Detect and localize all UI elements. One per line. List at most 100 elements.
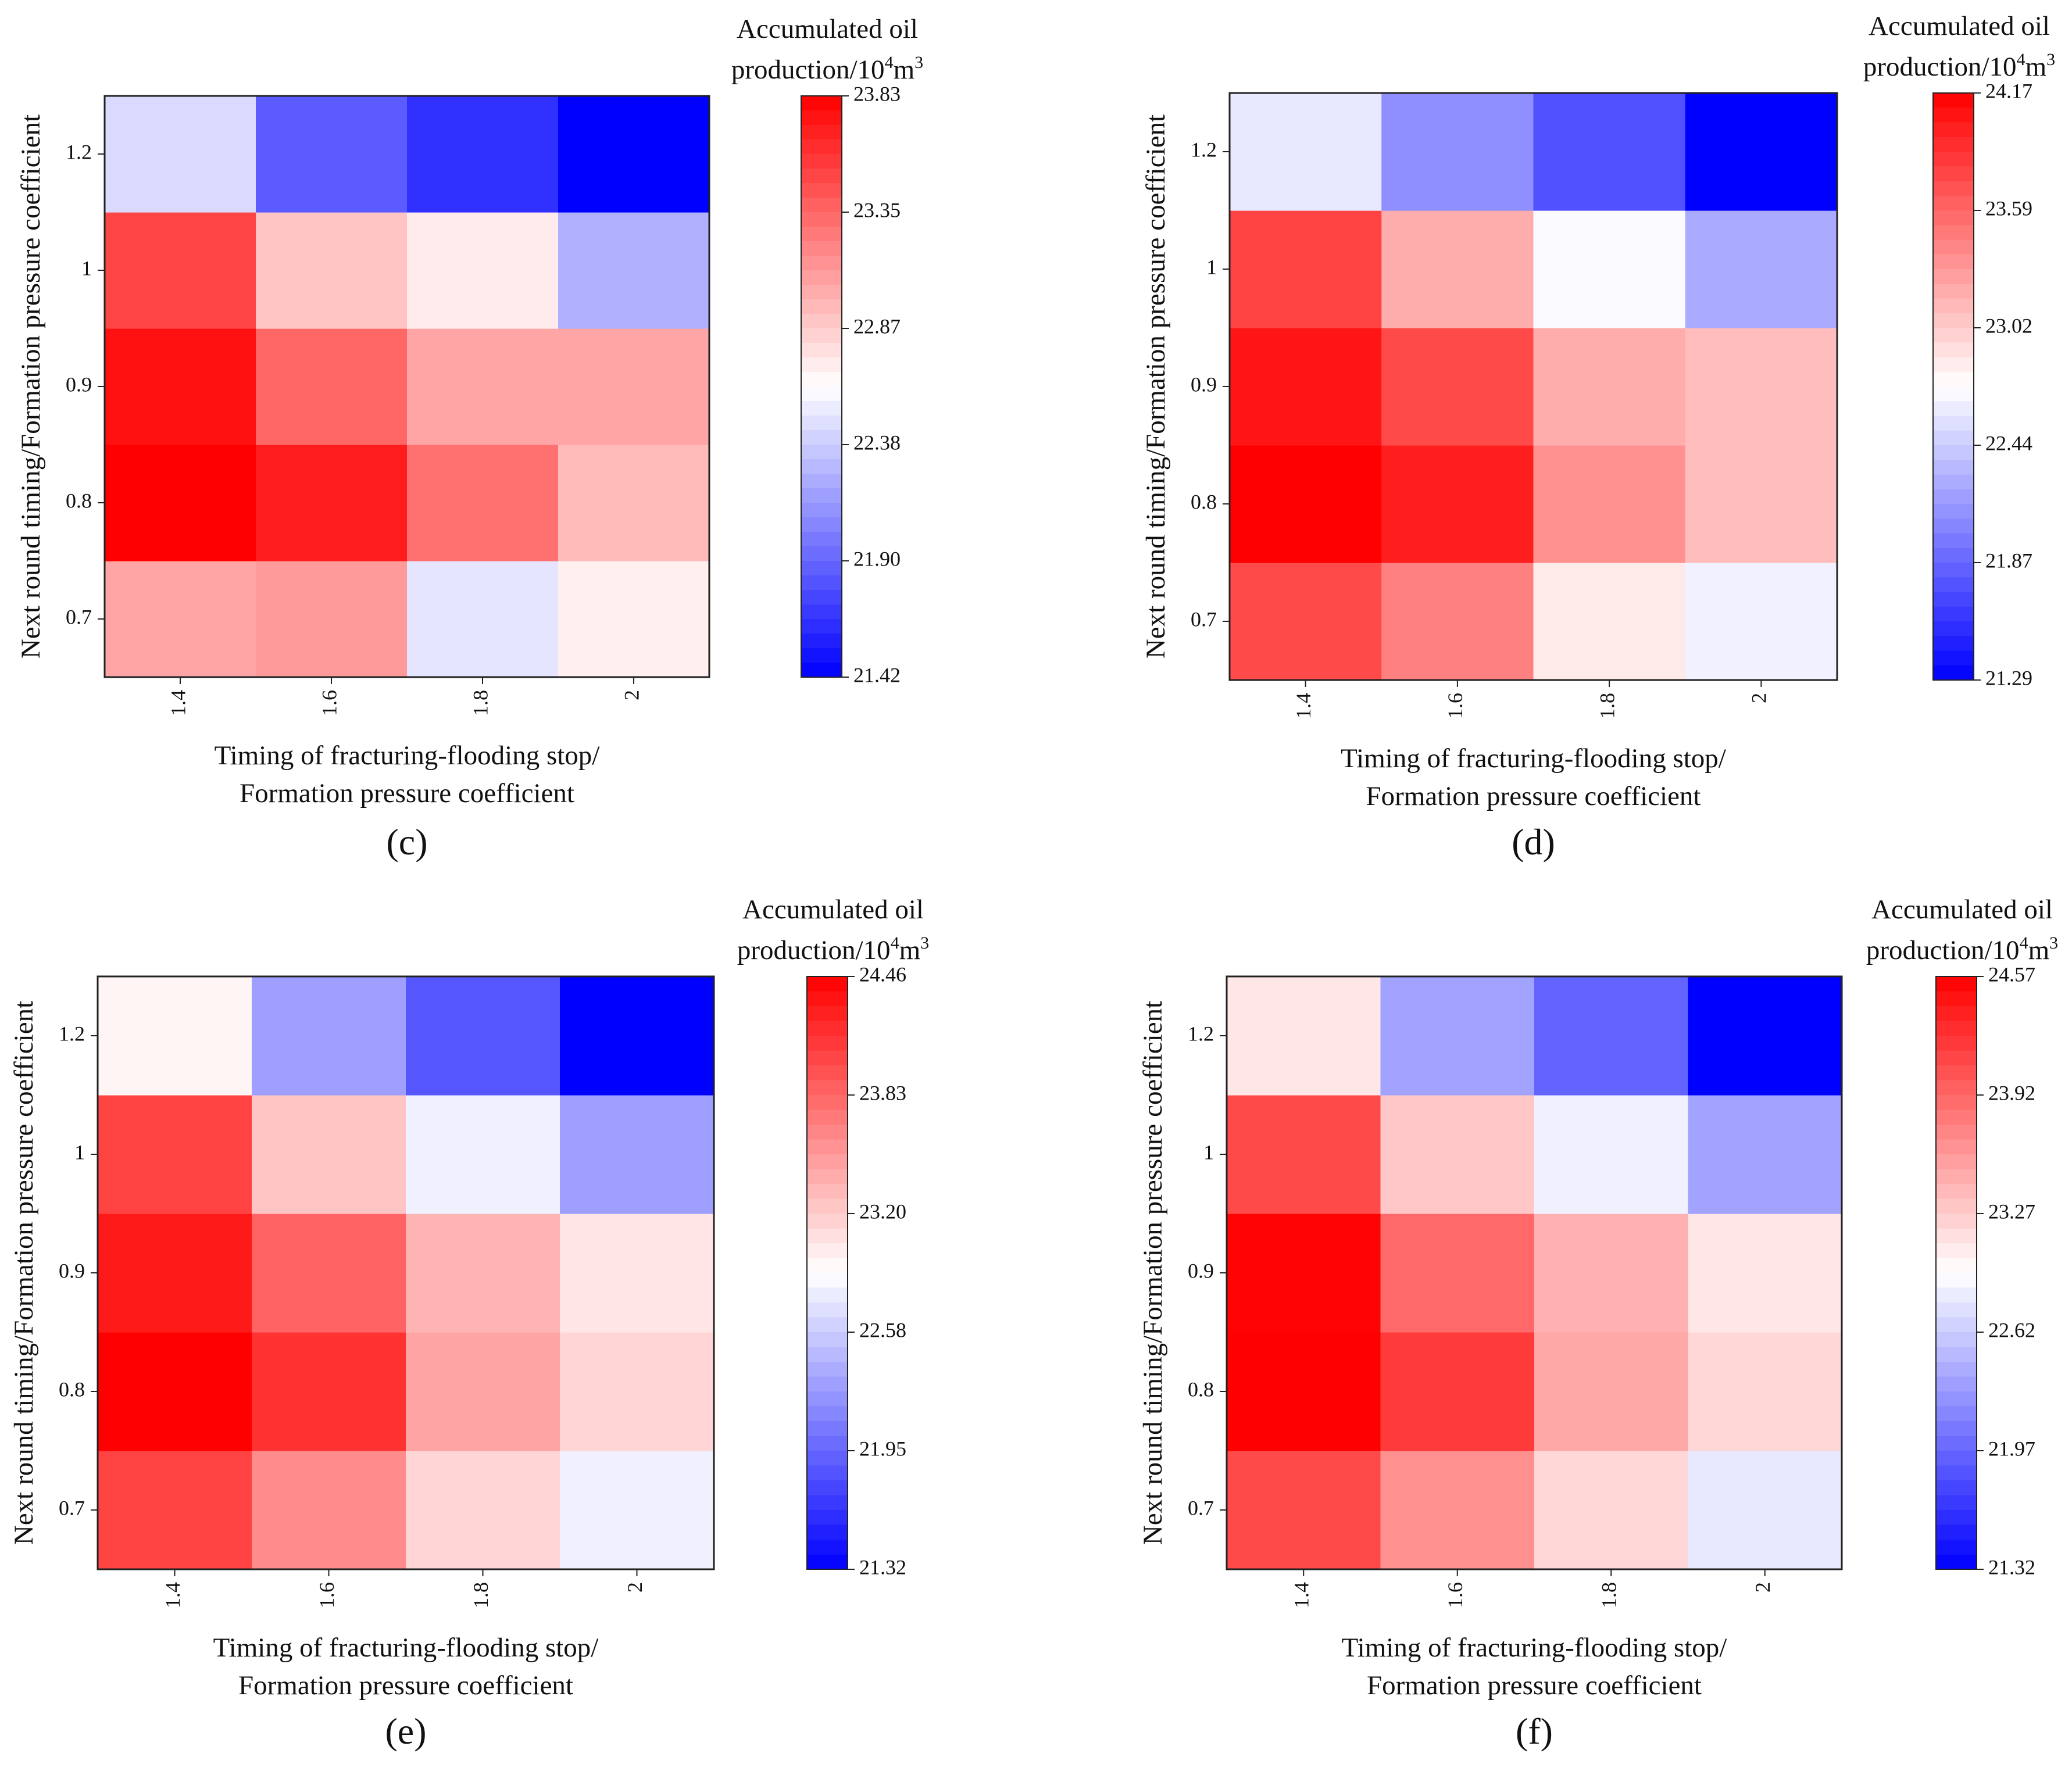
colorbar-band (807, 1095, 848, 1111)
colorbar-title-unit: m (899, 935, 921, 965)
colorbar-band (801, 256, 842, 271)
y-tick-label: 0.8 (1188, 1377, 1214, 1401)
colorbar-band (1936, 1436, 1977, 1451)
colorbar-band (807, 1332, 848, 1348)
x-tick-label: 1.4 (161, 1582, 184, 1608)
colorbar-band (801, 125, 842, 140)
colorbar-band (801, 503, 842, 518)
colorbar-band (801, 139, 842, 155)
x-tick-label: 1.8 (1598, 1582, 1621, 1608)
colorbar-tick-label: 23.83 (859, 1081, 906, 1104)
heatmap-cell (1533, 93, 1686, 211)
heatmap-panel-4: 1.4 1.6 1.8 2 0.7 0.8 0.9 1 1.2 Timing of fractur… (1138, 894, 2058, 1752)
heatmap-cell (407, 328, 559, 445)
colorbar-band (1933, 430, 1974, 446)
colorbar-band (801, 198, 842, 213)
colorbar-tick-label: 23.83 (853, 82, 901, 105)
colorbar-title: Accumulated oil (742, 894, 924, 925)
heatmap-cell (252, 1451, 406, 1570)
colorbar-band (801, 227, 842, 242)
colorbar-frame (801, 95, 842, 678)
heatmap-cell (1230, 563, 1382, 681)
colorbar-band (1936, 1317, 1977, 1333)
heatmap-cell (560, 1214, 715, 1333)
colorbar-band (801, 663, 842, 678)
colorbar-band (801, 299, 842, 314)
colorbar-band (1936, 1406, 1977, 1422)
heatmap-cell (252, 1214, 406, 1333)
colorbar-band (1933, 563, 1974, 578)
panel-label: (e) (385, 1711, 426, 1752)
heatmap-cell (1688, 1214, 1842, 1333)
colorbar-band (801, 532, 842, 547)
colorbar-title-unit: m (894, 55, 915, 85)
colorbar-tick-label: 21.29 (1985, 666, 2032, 689)
heatmap-cell (1534, 976, 1689, 1096)
colorbar-band (1936, 1228, 1977, 1244)
colorbar-tick-label: 23.20 (859, 1200, 906, 1223)
colorbar-band (1936, 1495, 1977, 1511)
heatmap-cell (1688, 976, 1842, 1096)
heatmap-cell (1685, 445, 1838, 563)
colorbar-band (1936, 1065, 1977, 1081)
colorbar-tick-label: 22.38 (853, 431, 901, 454)
colorbar-frame (1932, 92, 1974, 681)
colorbar-band (1936, 1139, 1977, 1155)
colorbar-band (801, 212, 842, 227)
x-tick-label: 1.4 (1290, 1582, 1313, 1608)
y-tick-label: 1.2 (66, 140, 92, 163)
heatmap-cell (1688, 1332, 1842, 1451)
colorbar-title-line2: production/104m3 (737, 933, 929, 965)
colorbar-band (1936, 1198, 1977, 1214)
heatmap-cell (1685, 93, 1838, 211)
colorbar-band (1933, 401, 1974, 417)
colorbar-tick-label: 23.35 (853, 198, 901, 221)
x-tick-label: 1.8 (469, 1582, 492, 1608)
heatmap-cell (1381, 445, 1534, 563)
heatmap-cell (98, 1451, 252, 1570)
colorbar-tick-label: 21.87 (1985, 549, 2032, 572)
colorbar-band (1933, 284, 1974, 299)
heatmap-cell (252, 976, 406, 1096)
colorbar-band (801, 459, 842, 474)
colorbar-band (801, 634, 842, 649)
colorbar-band (801, 270, 842, 285)
y-tick-label: 0.7 (1188, 1496, 1214, 1519)
colorbar-title: Accumulated oil (737, 14, 918, 44)
colorbar-title-exponent: 4 (2020, 933, 2028, 953)
colorbar-band (801, 343, 842, 358)
heatmap-cell (560, 976, 715, 1096)
colorbar-band (807, 1406, 848, 1422)
colorbar-title-base: production/10 (1866, 935, 2020, 965)
colorbar-band (1933, 239, 1974, 255)
colorbar-band (1936, 1273, 1977, 1289)
colorbar-band (807, 1110, 848, 1125)
colorbar-band (1933, 474, 1974, 490)
heatmap-cell (560, 1095, 715, 1214)
colorbar-band (1933, 621, 1974, 636)
colorbar-band (807, 1258, 848, 1273)
colorbar-band (1936, 1554, 1977, 1570)
colorbar-band (801, 372, 842, 387)
colorbar-band (1936, 1110, 1977, 1125)
colorbar-band (1936, 1451, 1977, 1466)
heatmap-cell (1685, 563, 1838, 681)
heatmap-cell (1227, 1214, 1381, 1333)
colorbar-band (1933, 636, 1974, 652)
panel-label: (d) (1512, 821, 1555, 863)
x-tick-label: 1.4 (166, 690, 190, 716)
heatmap-cell (1685, 328, 1838, 446)
colorbar-title-unit-exponent: 3 (2046, 50, 2055, 69)
colorbar-title-line2: production/104m3 (1866, 933, 2058, 965)
colorbar-band (1936, 1095, 1977, 1111)
heatmap-cell (1381, 563, 1534, 681)
colorbar-tick-label: 24.57 (1988, 962, 2035, 986)
y-tick-label: 1.2 (1188, 1022, 1214, 1045)
heatmap-panel-1: 1.4 1.6 1.8 2 0.7 0.8 0.9 1 1.2 Timing of fractur… (16, 14, 923, 863)
colorbar-band (807, 1495, 848, 1511)
heatmap-cell (560, 1332, 715, 1451)
heatmap-cell (558, 328, 710, 445)
colorbar-frame (1935, 976, 1977, 1570)
colorbar-band (1936, 1036, 1977, 1051)
colorbar-band (1933, 254, 1974, 270)
